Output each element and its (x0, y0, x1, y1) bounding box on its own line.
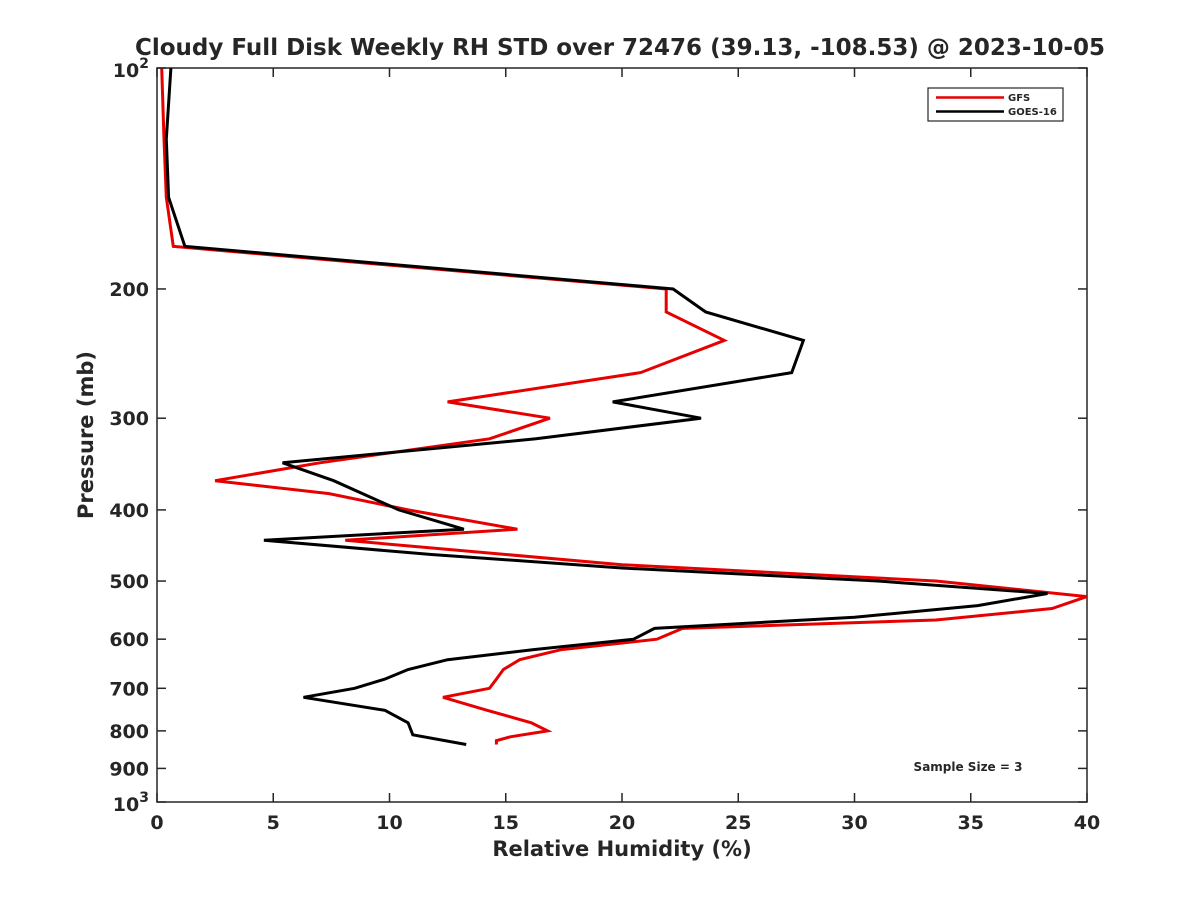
y-tick-label: 900 (109, 758, 149, 780)
y-tick-label: 200 (109, 279, 149, 301)
y-tick-label: 103 (113, 790, 149, 816)
sample-size-annotation: Sample Size = 3 (914, 760, 1023, 774)
y-tick-label: 700 (109, 678, 149, 700)
y-tick-label: 500 (109, 571, 149, 593)
x-tick-label: 0 (150, 812, 163, 834)
series-line-0 (160, 68, 1087, 745)
legend-label-gfs: GFS (1008, 93, 1030, 104)
legend-label-goes16: GOES-16 (1008, 107, 1057, 118)
x-axis-label: Relative Humidity (%) (492, 837, 751, 861)
x-tick-label: 10 (376, 812, 402, 834)
series-layer (160, 68, 1087, 746)
x-tick-label: 20 (609, 812, 635, 834)
x-tick-label: 35 (958, 812, 984, 834)
chart-title: Cloudy Full Disk Weekly RH STD over 7247… (135, 35, 1105, 61)
x-tick-label: 25 (725, 812, 751, 834)
y-tick-label: 600 (109, 629, 149, 651)
series-line-1 (164, 68, 1048, 746)
y-tick-label: 400 (109, 500, 149, 522)
legend: GFS GOES-16 (927, 87, 1064, 122)
y-tick-label: 300 (109, 408, 149, 430)
legend-box (927, 87, 1064, 122)
x-tick-label: 15 (493, 812, 519, 834)
x-tick-label: 40 (1074, 812, 1100, 834)
x-tick-label: 5 (267, 812, 280, 834)
y-tick-label: 800 (109, 721, 149, 743)
x-axis: 0 5 10 15 20 25 30 35 40 (150, 68, 1100, 834)
x-tick-label: 30 (841, 812, 867, 834)
y-axis: 102 200 300 400 500 600 700 800 900 103 (109, 56, 1087, 816)
y-axis-label: Pressure (mb) (74, 351, 98, 519)
y-tick-label: 102 (113, 56, 149, 82)
